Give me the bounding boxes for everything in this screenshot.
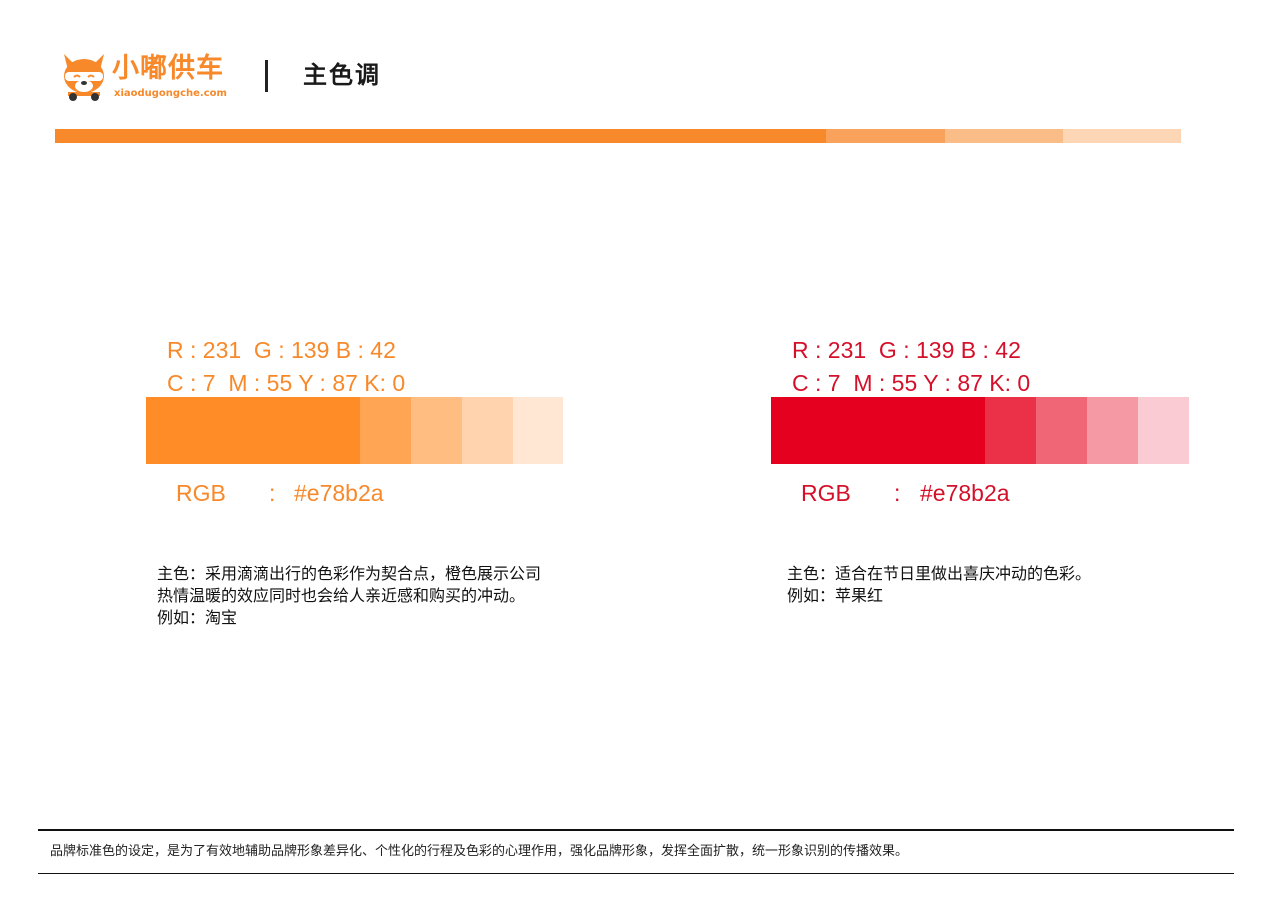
color-gradient-bar: [55, 129, 1181, 143]
rgb-hex-red: #e78b2a: [920, 480, 1010, 506]
description-line: 主色：适合在节日里做出喜庆冲动的色彩。: [787, 564, 1092, 583]
rgb-spec-orange: R : 231 G : 139 B : 42: [167, 337, 396, 363]
swatch-tint: [360, 397, 411, 464]
page-title: 主色调: [303, 61, 381, 89]
description-line: 例如：淘宝: [157, 608, 238, 627]
dog-face-icon: [64, 54, 104, 101]
footer-bottom-rule: [38, 873, 1234, 874]
swatch-tint: [513, 397, 563, 464]
swatch-tint: [411, 397, 462, 464]
swatch-primary: [771, 397, 985, 464]
description-line: 热情温暖的效应同时也会给人亲近感和购买的冲动。: [157, 586, 526, 605]
rgb-separator-red: :: [894, 480, 901, 506]
brand-url: xiaodugongche.com: [114, 88, 227, 99]
header-divider: [265, 60, 268, 92]
swatch-tint: [1138, 397, 1189, 464]
rgb-spec-red: R : 231 G : 139 B : 42: [792, 337, 1021, 363]
swatch-tint: [1036, 397, 1087, 464]
rgb-hex-orange: #e78b2a: [294, 480, 384, 506]
cmyk-spec-red: C : 7 M : 55 Y : 87 K: 0: [792, 370, 1031, 396]
description-red: 主色：适合在节日里做出喜庆冲动的色彩。 例如：苹果红: [787, 563, 1091, 607]
swatch-row-orange: [146, 397, 563, 464]
footer-top-rule: [38, 829, 1234, 831]
swatch-tint: [1087, 397, 1138, 464]
gradient-bar-segment: [944, 129, 1063, 143]
description-line: 主色：采用滴滴出行的色彩作为契合点，橙色展示公司: [157, 564, 542, 583]
footer-text: 品牌标准色的设定，是为了有效地辅助品牌形象差异化、个性化的行程及色彩的心理作用，…: [50, 844, 909, 859]
rgb-label-orange: RGB: [176, 480, 226, 506]
gradient-bar-segment: [1062, 129, 1181, 143]
swatch-tint: [985, 397, 1036, 464]
gradient-bar-segment: [55, 129, 827, 143]
swatch-primary: [146, 397, 360, 464]
swatch-row-red: [771, 397, 1189, 464]
rgb-label-red: RGB: [801, 480, 851, 506]
gradient-bar-segment: [826, 129, 945, 143]
swatch-tint: [462, 397, 513, 464]
description-line: 例如：苹果红: [787, 586, 884, 605]
description-orange: 主色：采用滴滴出行的色彩作为契合点，橙色展示公司 热情温暖的效应同时也会给人亲近…: [157, 563, 541, 629]
cmyk-spec-orange: C : 7 M : 55 Y : 87 K: 0: [167, 370, 406, 396]
brand-name: 小嘟供车: [112, 53, 224, 84]
rgb-separator-orange: :: [269, 480, 276, 506]
